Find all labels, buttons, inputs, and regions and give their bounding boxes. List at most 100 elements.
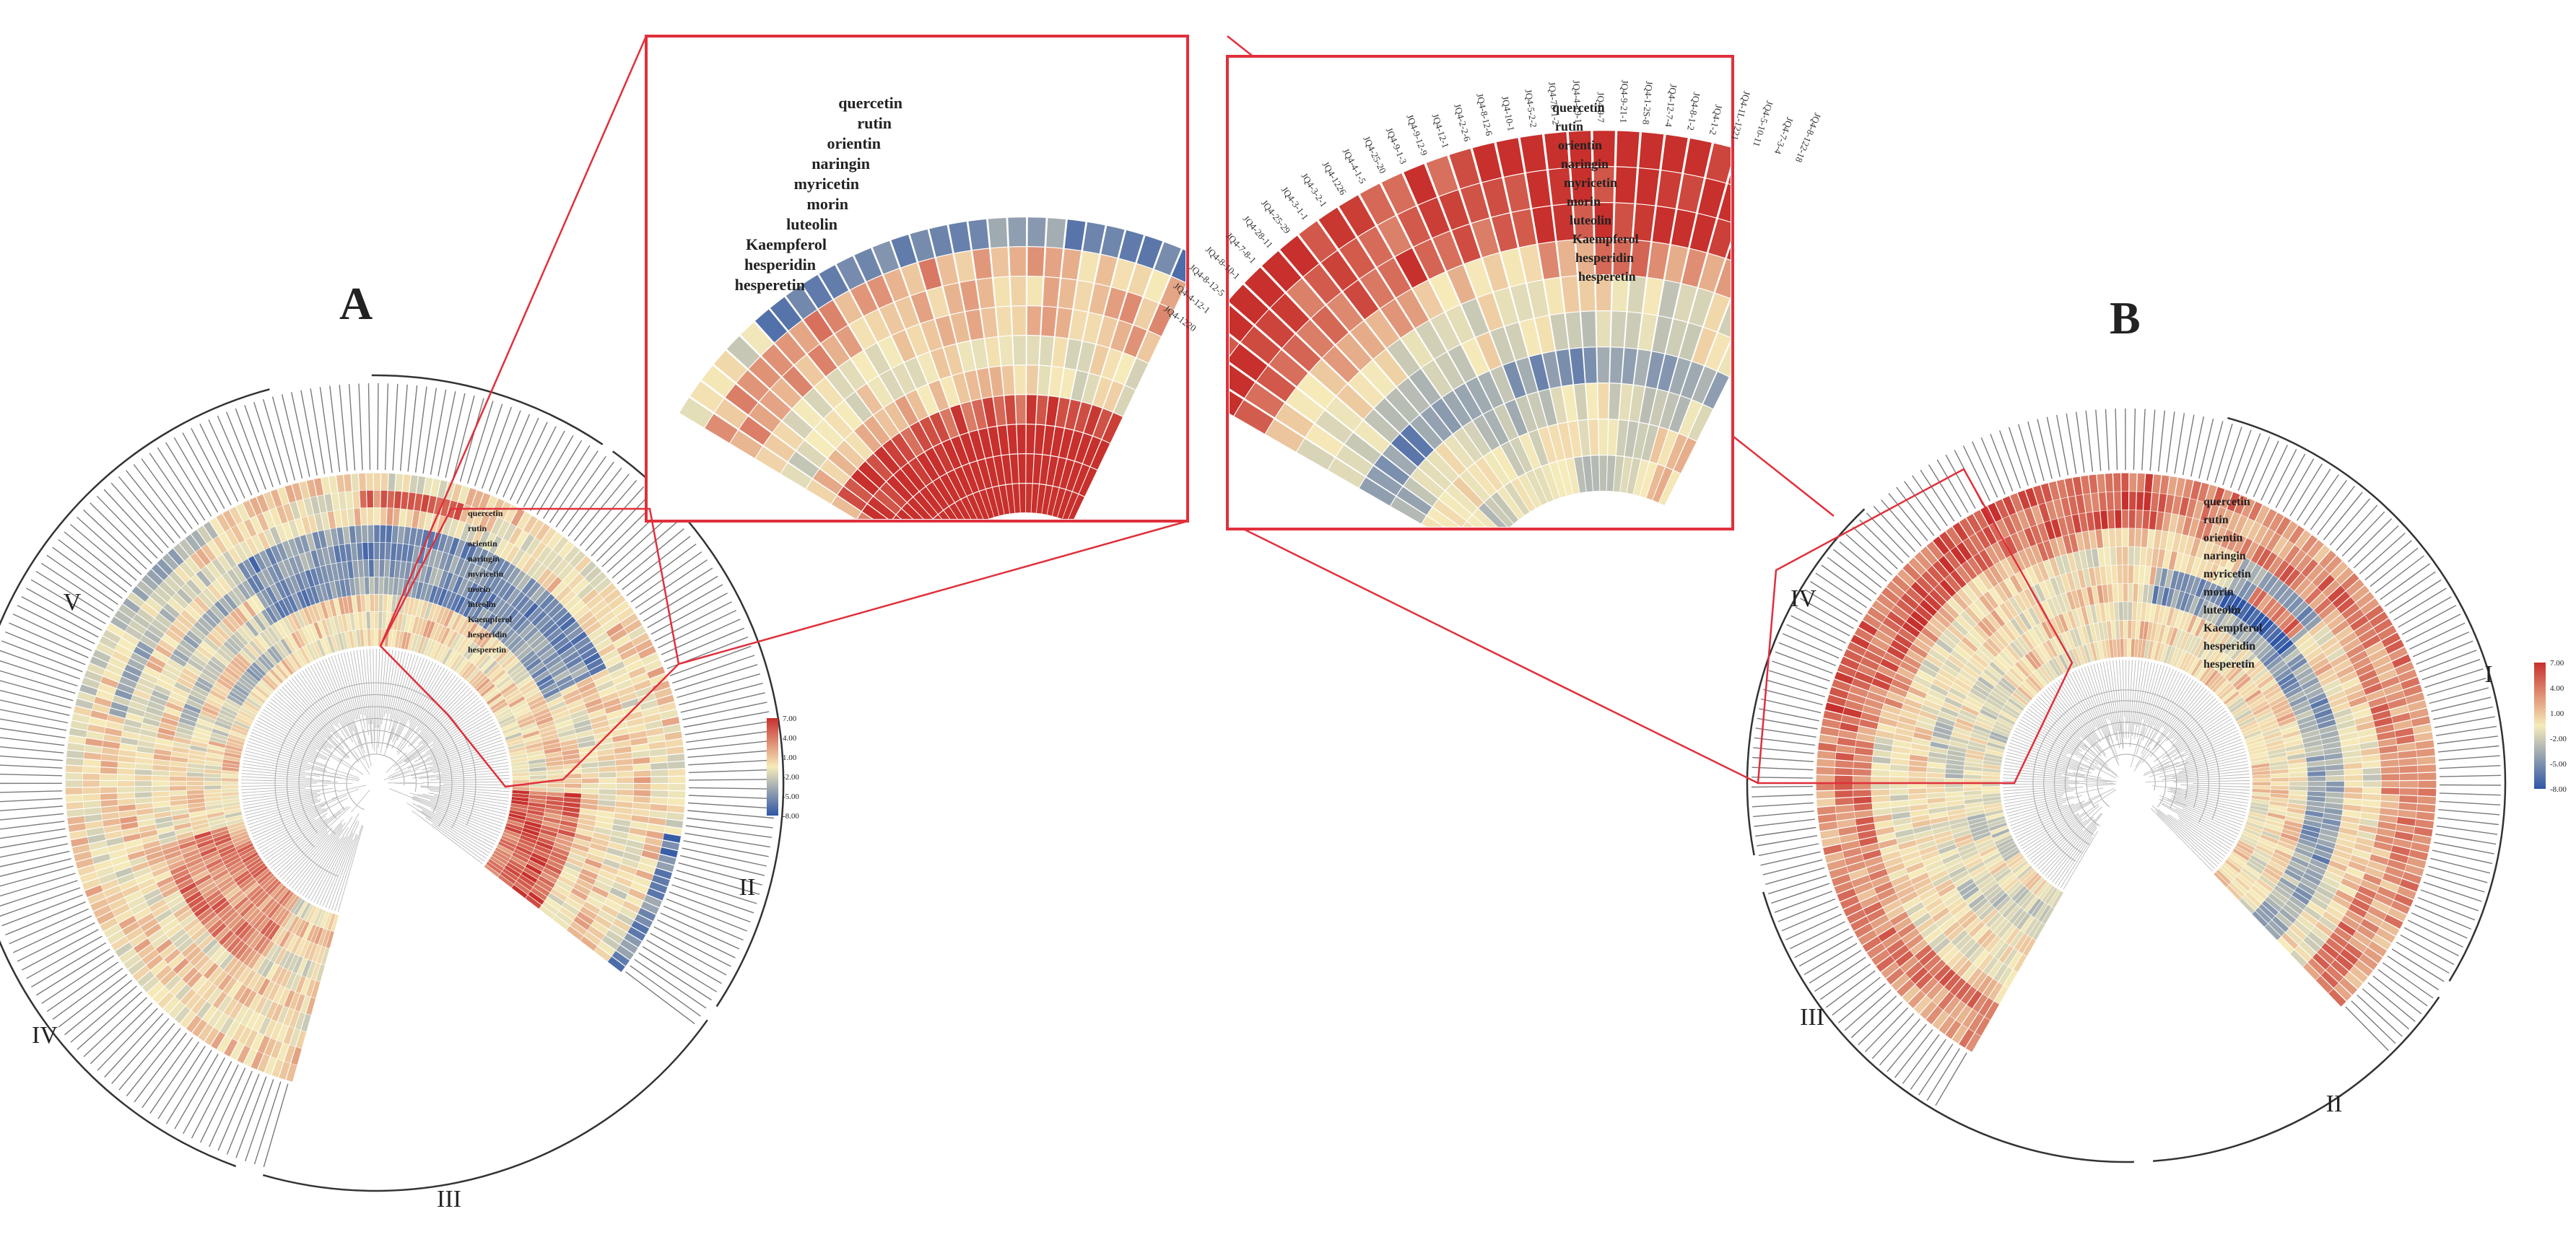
heatmap-cell bbox=[282, 522, 294, 541]
heatmap-cell bbox=[528, 798, 547, 804]
dendrogram-branch bbox=[2151, 761, 2179, 774]
heatmap-cell bbox=[1910, 872, 1929, 885]
heatmap-cell bbox=[316, 603, 325, 621]
heatmap-cell bbox=[1933, 964, 1951, 982]
heatmap-cell bbox=[1829, 866, 1849, 879]
heatmap-cell bbox=[2061, 554, 2071, 574]
heatmap-cell bbox=[198, 842, 216, 853]
sample-label bbox=[281, 394, 303, 479]
heatmap-cell bbox=[1835, 783, 1853, 790]
heatmap-cell bbox=[2242, 583, 2258, 602]
heatmap-cell bbox=[238, 1026, 252, 1045]
dendrogram-branch bbox=[2027, 803, 2099, 857]
heatmap-cell bbox=[210, 946, 226, 962]
heatmap-cell bbox=[279, 930, 292, 948]
heatmap-cell bbox=[2282, 904, 2300, 919]
heatmap-cell bbox=[2157, 549, 2165, 568]
heatmap-cell bbox=[290, 1028, 300, 1047]
sample-label bbox=[2409, 622, 2466, 650]
dendrogram-branch bbox=[325, 839, 354, 908]
heatmap-cell bbox=[500, 838, 517, 849]
heatmap-cell bbox=[144, 845, 162, 855]
heatmap-cell bbox=[609, 887, 627, 900]
heatmap-cell bbox=[344, 631, 352, 649]
heatmap-cell bbox=[2372, 709, 2391, 721]
heatmap-cell bbox=[2225, 551, 2239, 571]
dendrogram-branch bbox=[243, 760, 305, 772]
heatmap-cell bbox=[314, 927, 323, 945]
heatmap-cell bbox=[436, 515, 446, 533]
heatmap-cell bbox=[391, 595, 397, 613]
heatmap-cell bbox=[256, 591, 269, 609]
heatmap-cell bbox=[412, 546, 420, 564]
heatmap-cell bbox=[290, 613, 302, 630]
sample-label bbox=[523, 430, 565, 507]
heatmap-cell bbox=[269, 883, 284, 898]
sample-label bbox=[244, 405, 274, 488]
heatmap-cell bbox=[512, 790, 530, 795]
track-label-myricetin: myricetin bbox=[2203, 568, 2251, 580]
heatmap-cell bbox=[206, 633, 223, 648]
sample-label bbox=[118, 476, 175, 543]
heatmap-cell bbox=[344, 474, 352, 492]
heatmap-cell bbox=[2349, 937, 2367, 953]
heatmap-cell bbox=[2253, 881, 2271, 896]
sample-label bbox=[2105, 409, 2110, 471]
dendrogram-branch bbox=[2158, 738, 2242, 772]
heatmap-cell bbox=[575, 676, 594, 689]
heatmap-cell bbox=[2162, 512, 2172, 532]
heatmap-cell bbox=[2352, 931, 2372, 947]
heatmap-cell bbox=[1939, 531, 1956, 551]
heatmap-cell bbox=[508, 743, 526, 751]
heatmap-cell bbox=[1977, 712, 1996, 724]
dendrogram-branch bbox=[241, 785, 328, 790]
heatmap-cell bbox=[2351, 702, 2370, 714]
dendrogram-branch bbox=[430, 808, 498, 839]
heatmap-cell bbox=[625, 660, 644, 673]
heatmap-cell bbox=[2240, 518, 2255, 538]
sample-label bbox=[1754, 818, 1815, 827]
heatmap-cell bbox=[1993, 631, 2009, 647]
heatmap-cell bbox=[2269, 631, 2286, 647]
dendrogram-branch bbox=[2127, 659, 2130, 725]
heatmap-cell bbox=[232, 586, 247, 603]
heatmap-cell bbox=[1966, 514, 1982, 533]
heatmap-cell bbox=[2031, 505, 2044, 525]
heatmap-cell bbox=[136, 640, 155, 655]
heatmap-cell bbox=[544, 747, 562, 754]
heatmap-cell bbox=[1967, 990, 1983, 1009]
sample-label bbox=[253, 401, 281, 485]
heatmap-cell bbox=[2082, 531, 2091, 550]
heatmap-cell bbox=[1909, 804, 1928, 811]
heatmap-cell bbox=[161, 886, 179, 899]
heatmap-cell bbox=[1854, 747, 1874, 756]
heatmap-cell bbox=[1961, 637, 1978, 652]
heatmap-cell bbox=[1957, 542, 1972, 561]
heatmap-cell bbox=[1908, 766, 1927, 772]
heatmap-cell bbox=[204, 777, 222, 782]
heatmap-cell bbox=[540, 729, 558, 738]
heatmap-cell bbox=[2212, 486, 2225, 507]
heatmap-cell bbox=[2180, 632, 2190, 650]
heatmap-cell bbox=[2307, 786, 2326, 792]
heatmap-cell bbox=[297, 499, 308, 518]
sample-label bbox=[2407, 919, 2463, 948]
heatmap-cell bbox=[312, 945, 322, 963]
heatmap-cell bbox=[523, 734, 541, 743]
heatmap-cell bbox=[218, 995, 232, 1013]
heatmap-cell bbox=[573, 838, 591, 847]
heatmap-cell bbox=[647, 666, 666, 679]
sample-label bbox=[2037, 419, 2053, 479]
heatmap-cell bbox=[2283, 648, 2301, 664]
heatmap-cell bbox=[117, 780, 135, 787]
heatmap-cell bbox=[2293, 704, 2312, 716]
heatmap-cell bbox=[223, 854, 240, 865]
heatmap-cell bbox=[1920, 977, 1938, 995]
heatmap-cell bbox=[575, 878, 593, 891]
dendrogram-branch bbox=[2035, 698, 2090, 749]
heatmap-cell bbox=[521, 870, 538, 883]
dendrogram-branch bbox=[353, 750, 370, 775]
heatmap-cell bbox=[362, 611, 367, 629]
heatmap-cell bbox=[360, 629, 365, 647]
heatmap-cell bbox=[199, 881, 217, 895]
